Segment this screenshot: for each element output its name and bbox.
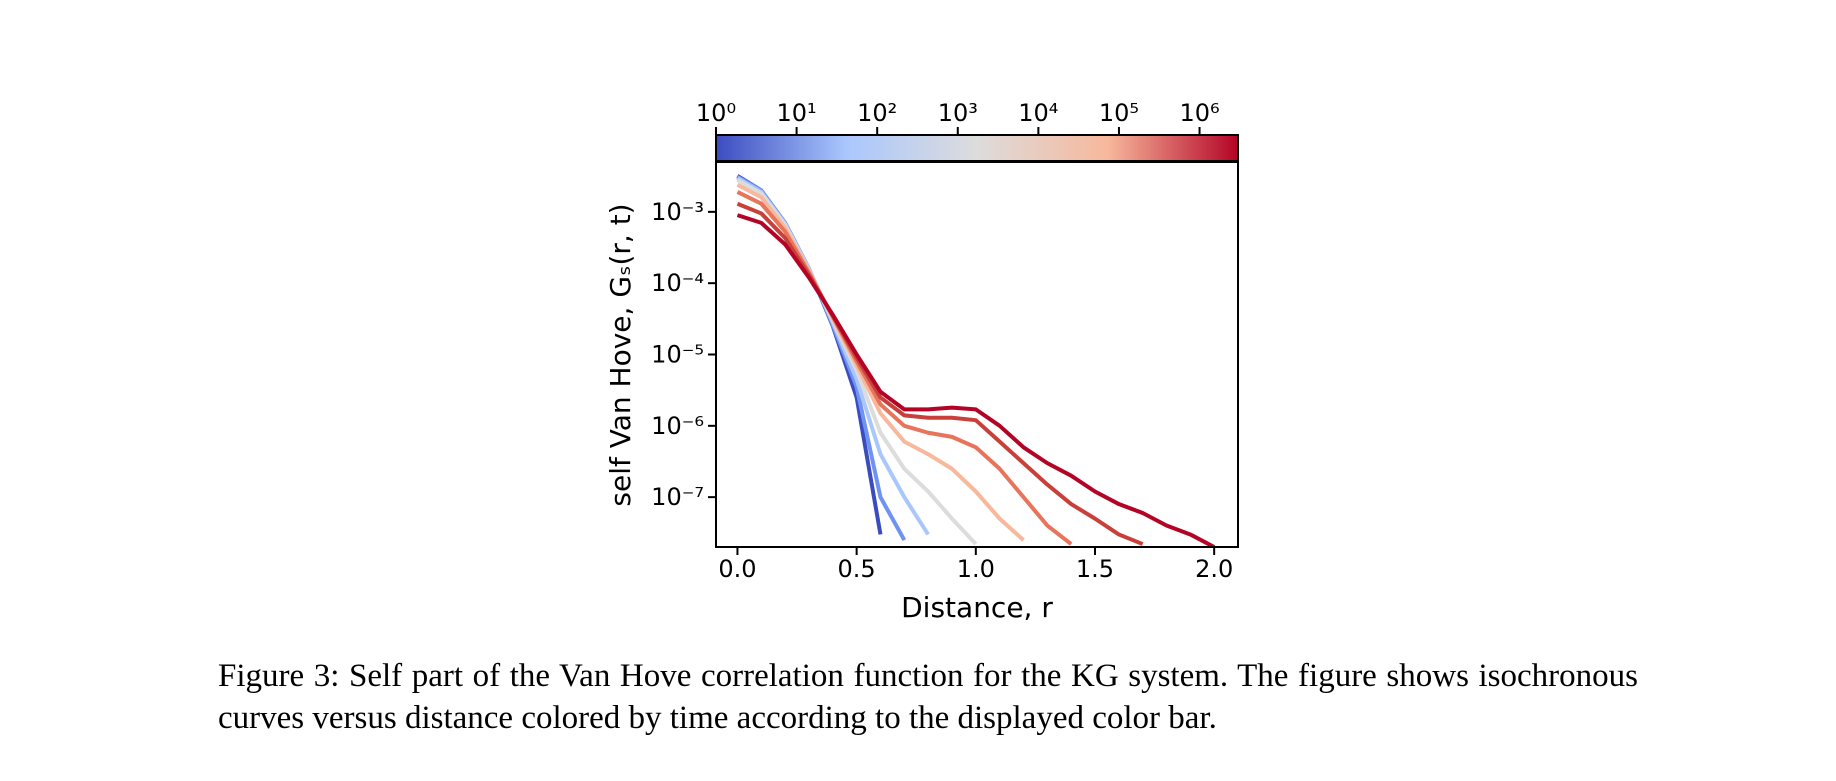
- colorbar: [715, 134, 1239, 162]
- x-tick-label: 0.5: [838, 555, 876, 583]
- x-tick-label: 2.0: [1195, 555, 1233, 583]
- figure-caption: Figure 3: Self part of the Van Hove corr…: [218, 658, 1638, 736]
- y-axis-label: self Van Hove, Gₛ(r, t): [604, 203, 637, 506]
- plot-lines: [736, 174, 1216, 547]
- x-tick-label: 1.0: [957, 555, 995, 583]
- colorbar-tick-label: 10¹: [777, 99, 817, 127]
- chart: Distance, r self Van Hove, Gₛ(r, t) 0.0 0…: [604, 99, 1239, 624]
- colorbar-tick-label: 10²: [857, 99, 897, 127]
- y-tick-label: 10⁻⁷: [651, 483, 704, 511]
- colorbar-tick-label: 10⁶: [1179, 99, 1219, 127]
- data-line: [736, 176, 930, 536]
- x-axis-label: Distance, r: [901, 591, 1053, 624]
- x-tick-label: 1.5: [1076, 555, 1114, 583]
- data-line: [736, 175, 907, 542]
- colorbar-tick-label: 10³: [938, 99, 978, 127]
- colorbar-tick-label: 10⁴: [1018, 99, 1058, 127]
- colorbar-tick-label: 10⁰: [696, 99, 736, 127]
- data-line: [736, 213, 1216, 547]
- y-tick-label: 10⁻⁴: [651, 269, 704, 297]
- y-tick-label: 10⁻⁶: [651, 412, 704, 440]
- x-tick-label: 0.0: [718, 555, 756, 583]
- y-tick-label: 10⁻³: [651, 198, 704, 226]
- plot-frame: [715, 161, 1239, 548]
- data-line: [736, 182, 1025, 542]
- data-line: [736, 190, 1073, 546]
- y-tick-label: 10⁻⁵: [651, 341, 704, 369]
- data-line: [736, 201, 1144, 546]
- colorbar-tick-label: 10⁵: [1099, 99, 1139, 127]
